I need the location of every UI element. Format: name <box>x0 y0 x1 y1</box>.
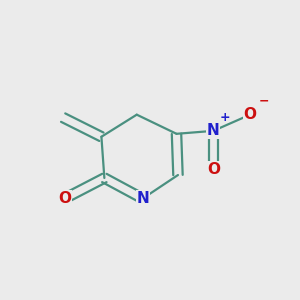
Text: O: O <box>244 107 256 122</box>
Text: −: − <box>258 95 269 108</box>
Text: O: O <box>207 162 220 177</box>
Text: O: O <box>58 191 71 206</box>
Text: N: N <box>136 191 149 206</box>
Text: N: N <box>207 123 220 138</box>
Text: +: + <box>219 111 230 124</box>
